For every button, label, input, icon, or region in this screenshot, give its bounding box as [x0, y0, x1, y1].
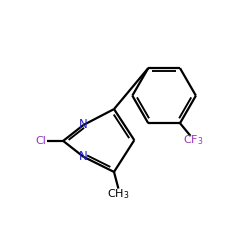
Text: CH$_3$: CH$_3$	[107, 187, 130, 201]
Text: Cl: Cl	[36, 136, 46, 146]
Text: N: N	[79, 118, 88, 132]
Text: CF$_3$: CF$_3$	[183, 134, 204, 147]
Text: N: N	[79, 150, 88, 163]
